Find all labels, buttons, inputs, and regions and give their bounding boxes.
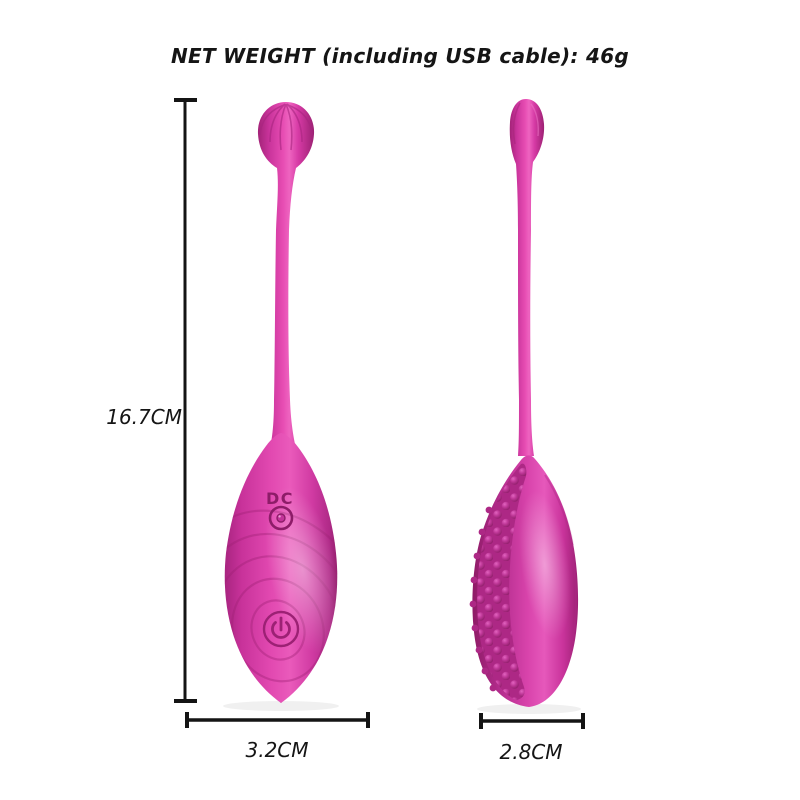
shell-tip-texture (259, 103, 313, 151)
dc-port-icon: DC (266, 489, 294, 531)
side-egg-sheen (519, 490, 571, 640)
side-tip-and-cord (509, 99, 545, 456)
power-icon (262, 610, 300, 648)
side-tip-highlight (530, 103, 539, 137)
product-front-view: DC (223, 102, 341, 711)
front-tip-and-cord (257, 102, 315, 456)
product-side-view (469, 99, 581, 714)
side-tip-fold (512, 102, 521, 145)
side-egg-ridges (544, 474, 578, 649)
height-dimension-label: 16.7CM (106, 405, 182, 429)
side-view-shadow (477, 704, 581, 714)
page-title: NET WEIGHT (including USB cable): 46g (170, 44, 630, 68)
front-width-dimension-line (185, 712, 370, 728)
height-dimension-line (174, 98, 197, 703)
side-width-dimension-line (479, 713, 585, 729)
texture-edge-bumps (469, 506, 497, 692)
front-width-dimension-label: 3.2CM (245, 738, 309, 762)
texture-dots-panel (469, 463, 527, 700)
front-view-shadow (223, 701, 339, 711)
dc-port-label: DC (266, 489, 294, 508)
side-width-dimension-label: 2.8CM (499, 740, 563, 764)
